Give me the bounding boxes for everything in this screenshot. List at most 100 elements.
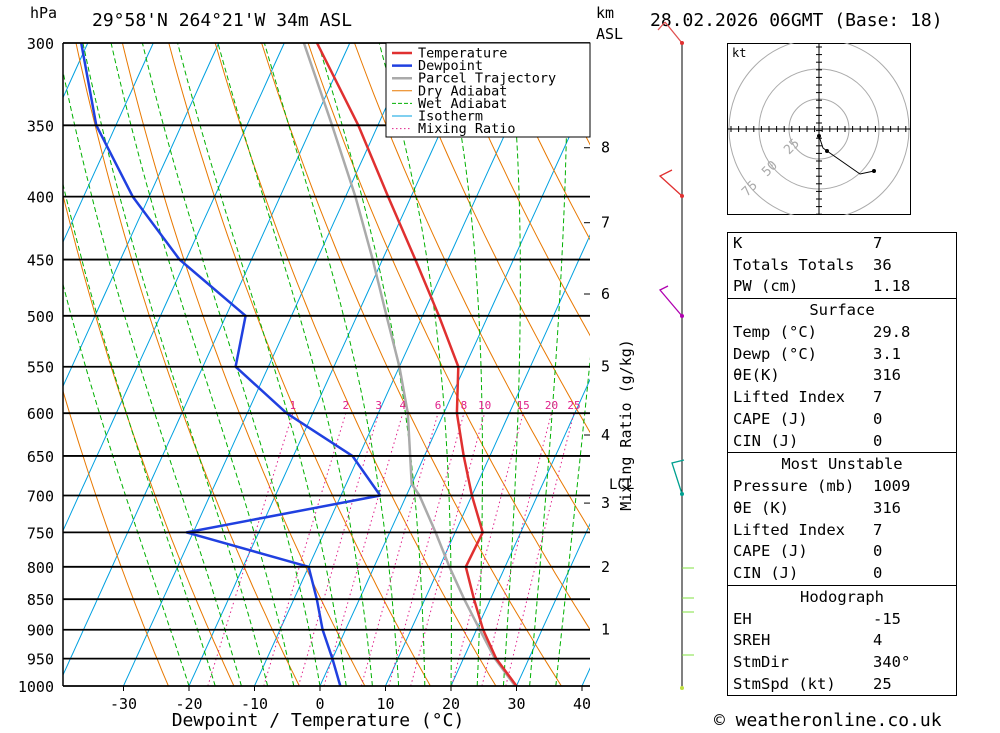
wind-barb-500 <box>658 285 683 317</box>
km-tick-label: 1 <box>601 621 610 639</box>
pressure-tick-label: 900 <box>27 622 54 640</box>
pressure-tick-label: 500 <box>27 308 54 326</box>
datetime-title: 28.02.2026 06GMT (Base: 18) <box>650 10 943 31</box>
mixing-ratio-label: 20 <box>545 399 558 412</box>
km-tick-label: 7 <box>601 214 610 232</box>
wet-adiabat-line <box>177 43 347 686</box>
x-tick-label: 30 <box>507 695 525 713</box>
wind-barb-700 <box>671 459 685 495</box>
mixing-ratio-label: 15 <box>517 399 530 412</box>
most-unstable-section-title: Most Unstable <box>728 452 956 476</box>
most-unstable-row: CIN (J) 0 <box>733 563 883 582</box>
wind-barb-300 <box>657 21 683 44</box>
mixing-ratio-label: 1 <box>289 399 296 412</box>
wet-adiabat-line <box>555 356 590 686</box>
pressure-tick-label: 600 <box>27 405 54 423</box>
dry-adiabat-line <box>446 43 590 337</box>
surface-row: CAPE (J) 0 <box>733 409 883 428</box>
mixing-ratio-line <box>263 413 347 686</box>
pressure-tick-label: 450 <box>27 252 54 270</box>
most-unstable-row: Lifted Index 7 <box>733 520 883 539</box>
km-tick-label: 8 <box>601 139 610 157</box>
pressure-tick-label: 750 <box>27 524 54 542</box>
isotherm-line <box>63 43 351 677</box>
km-tick-label: 4 <box>601 426 610 444</box>
wind-barbs-low <box>682 567 694 656</box>
x-axis-label: Dewpoint / Temperature (°C) <box>172 710 465 731</box>
pressure-tick-label: 800 <box>27 559 54 577</box>
legend-label: Parcel Trajectory <box>418 71 556 87</box>
hodograph-unit: kt <box>732 46 746 60</box>
dry-adiabat-line <box>63 389 169 686</box>
wind-dot-500 <box>680 314 684 318</box>
mixing-ratio-label: 4 <box>399 399 406 412</box>
isotherm-line <box>0 43 22 686</box>
legend-label: Dry Adiabat <box>418 83 507 99</box>
legend-label: Wet Adiabat <box>418 96 507 112</box>
pressure-tick-label: 400 <box>27 189 54 207</box>
wet-adiabat-line <box>378 43 452 686</box>
surface-section-title: Surface <box>728 298 956 322</box>
hpa-unit-label: hPa <box>30 4 58 22</box>
hodograph-row: EH -15 <box>733 609 901 628</box>
mixing-ratio-line <box>323 413 404 686</box>
surface-row: θE(K) 316 <box>733 366 901 385</box>
x-tick-label: -30 <box>110 695 137 713</box>
isotherm-line <box>450 378 590 686</box>
mixing-ratio-axis-label: Mixing Ratio (g/kg) <box>617 339 635 511</box>
wet-adiabat-line <box>502 43 521 686</box>
most-unstable-row: CAPE (J) 0 <box>733 542 883 561</box>
legend-label: Isotherm <box>418 109 483 125</box>
hodograph-row: StmSpd (kt) 25 <box>733 674 892 693</box>
pressure-tick-label: 550 <box>27 359 54 377</box>
index-row-totals: Totals Totals 36 <box>733 255 892 274</box>
pressure-tick-label: 650 <box>27 448 54 466</box>
isotherm-line <box>516 522 590 686</box>
x-tick-label: 0 <box>315 695 324 713</box>
surface-row: Lifted Index 7 <box>733 388 883 407</box>
km-tick-label: 3 <box>601 494 610 512</box>
hodograph-row: SREH 4 <box>733 631 883 650</box>
copyright-text[interactable]: © weatheronline.co.uk <box>714 710 942 731</box>
pressure-tick-label: 700 <box>27 488 54 506</box>
hodograph-point <box>817 134 821 138</box>
dry-adiabat-line <box>354 43 590 532</box>
legend-label: Mixing Ratio <box>418 121 516 137</box>
dry-adiabat-line <box>400 43 590 434</box>
most-unstable-row: Pressure (mb) 1009 <box>733 477 911 496</box>
wind-barb-400 <box>658 169 683 197</box>
mixing-ratio-line <box>388 413 465 686</box>
lcl-label: LCL <box>609 477 634 493</box>
wind-dot-700 <box>680 492 684 496</box>
x-tick-label: 20 <box>442 695 460 713</box>
pressure-tick-label: 1000 <box>18 678 54 696</box>
most-unstable-row: θE (K) 316 <box>733 498 901 517</box>
pressure-tick-label: 850 <box>27 591 54 609</box>
wind-profile <box>657 21 694 690</box>
hodograph-section-title: Hodograph <box>728 584 956 609</box>
dry-adiabat-line <box>121 43 366 686</box>
location-title: 29°58'N 264°21'W 34m ASL <box>92 10 353 31</box>
x-tick-label: 40 <box>573 695 591 713</box>
isotherm-line <box>63 43 220 388</box>
x-tick-label: -10 <box>241 695 268 713</box>
mixing-ratio-label: 6 <box>435 399 442 412</box>
x-tick-label: -20 <box>175 695 202 713</box>
surface-row: Temp (°C) 29.8 <box>733 323 911 342</box>
mixing-ratio-label: 10 <box>478 399 491 412</box>
wet-adiabat-line <box>317 43 426 686</box>
wet-adiabat-line <box>63 182 216 686</box>
hodograph-point <box>825 149 829 153</box>
pressure-tick-label: 300 <box>27 35 54 53</box>
wind-dot-400 <box>680 194 684 198</box>
km-tick-label: 6 <box>601 285 610 303</box>
isotherm-line <box>63 43 154 244</box>
wet-adiabat-line <box>263 43 400 686</box>
pressure-tick-label: 350 <box>27 117 54 135</box>
wind-dot-300 <box>680 41 684 45</box>
mixing-ratio-label: 2 <box>342 399 349 412</box>
legend-label: Temperature <box>418 46 507 62</box>
surface-row: CIN (J) 0 <box>733 431 883 450</box>
